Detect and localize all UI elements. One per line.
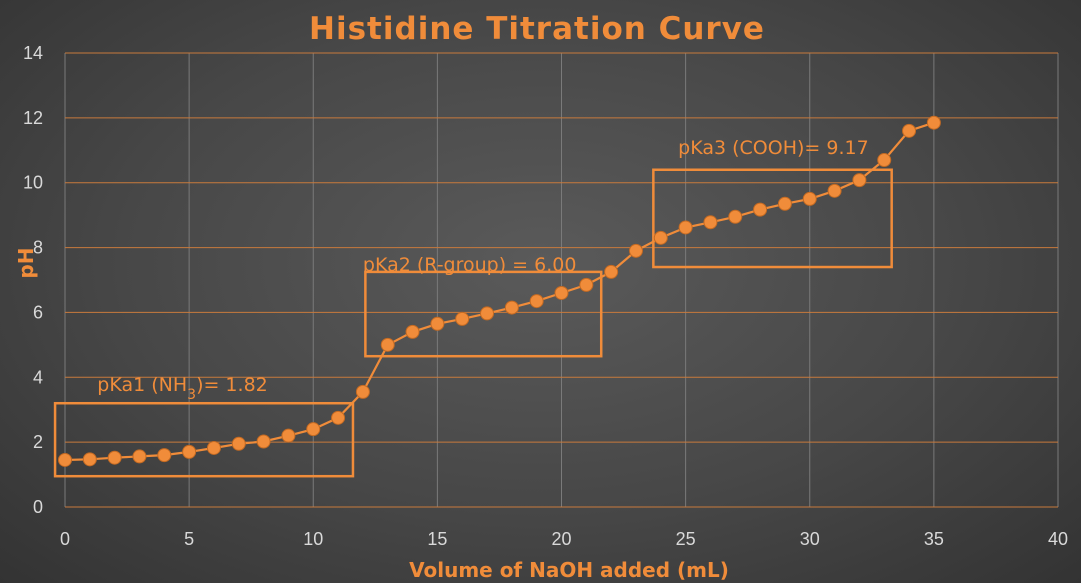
data-point xyxy=(405,324,420,339)
x-tick-label: 40 xyxy=(1048,529,1068,549)
data-point xyxy=(306,422,321,437)
data-point xyxy=(554,285,569,300)
data-point xyxy=(157,448,172,463)
x-tick-label: 5 xyxy=(184,529,194,549)
data-point xyxy=(380,337,395,352)
data-point xyxy=(480,306,495,321)
data-point xyxy=(132,449,147,464)
data-point xyxy=(504,300,519,315)
grid xyxy=(64,52,1059,508)
data-point xyxy=(802,191,817,206)
pka-box xyxy=(652,168,893,269)
data-point xyxy=(281,428,296,443)
x-axis-label: Volume of NaOH added (mL) xyxy=(409,558,729,582)
pka-label-text: pKa2 (R-group) = 6.00 xyxy=(363,254,577,276)
data-point xyxy=(430,316,445,331)
y-axis-label: pH xyxy=(14,247,38,278)
chart-title: Histidine Titration Curve xyxy=(309,11,765,47)
data-point xyxy=(256,434,271,449)
x-tick-label: 25 xyxy=(676,529,696,549)
pka-label: pKa2 (R-group) = 6.00 xyxy=(363,254,577,276)
pka-label: pKa3 (COOH)= 9.17 xyxy=(678,137,869,159)
data-point xyxy=(877,153,892,168)
y-tick-label: 14 xyxy=(23,43,43,63)
data-point xyxy=(653,230,668,245)
y-tick-label: 4 xyxy=(33,367,43,387)
pka-box xyxy=(364,270,603,358)
data-point xyxy=(107,450,122,465)
x-tick-label: 0 xyxy=(60,529,70,549)
data-point xyxy=(728,209,743,224)
pka-box xyxy=(53,401,355,478)
data-point xyxy=(678,220,693,235)
pka-label-text: pKa3 (COOH)= 9.17 xyxy=(678,137,869,159)
x-tick-label: 20 xyxy=(551,529,571,549)
data-point xyxy=(703,215,718,230)
pka-label-text: )= 1.82 xyxy=(196,374,268,396)
data-point xyxy=(579,277,594,292)
data-point xyxy=(355,384,370,399)
data-point xyxy=(753,202,768,217)
data-point xyxy=(604,264,619,279)
data-point xyxy=(331,410,346,425)
y-tick-label: 2 xyxy=(33,432,43,452)
data-point xyxy=(777,196,792,211)
pka-label-subscript: 3 xyxy=(187,387,196,403)
data-point xyxy=(902,123,917,138)
data-point xyxy=(82,452,97,467)
series-points xyxy=(58,115,941,467)
pka-label-text: pKa1 (NH xyxy=(97,374,187,396)
series-line xyxy=(64,121,935,462)
pka-annotation-boxes xyxy=(53,168,893,478)
axis-ticks: 0 5 10 15 20 25 30 35 40 0 2 4 6 8 10 12 14 xyxy=(23,43,1068,549)
data-point xyxy=(827,183,842,198)
pka-label: pKa1 (NH3)= 1.82 xyxy=(97,374,267,403)
data-point xyxy=(529,294,544,309)
data-point xyxy=(231,436,246,451)
data-point xyxy=(926,115,941,130)
data-point xyxy=(852,173,867,188)
x-tick-label: 30 xyxy=(800,529,820,549)
x-tick-label: 35 xyxy=(924,529,944,549)
y-tick-label: 6 xyxy=(33,302,43,322)
data-point xyxy=(182,444,197,459)
data-point xyxy=(628,243,643,258)
data-point xyxy=(455,311,470,326)
y-tick-label: 0 xyxy=(33,497,43,517)
y-tick-label: 10 xyxy=(23,173,43,193)
data-point xyxy=(206,440,221,455)
x-tick-label: 10 xyxy=(303,529,323,549)
y-tick-label: 12 xyxy=(23,108,43,128)
y-tick-label: 8 xyxy=(33,238,43,258)
data-point xyxy=(58,452,72,467)
x-tick-label: 15 xyxy=(427,529,447,549)
pka-annotations: pKa1 (NH3)= 1.82 pKa2 (R-group) = 6.00 pKa… xyxy=(97,137,868,403)
